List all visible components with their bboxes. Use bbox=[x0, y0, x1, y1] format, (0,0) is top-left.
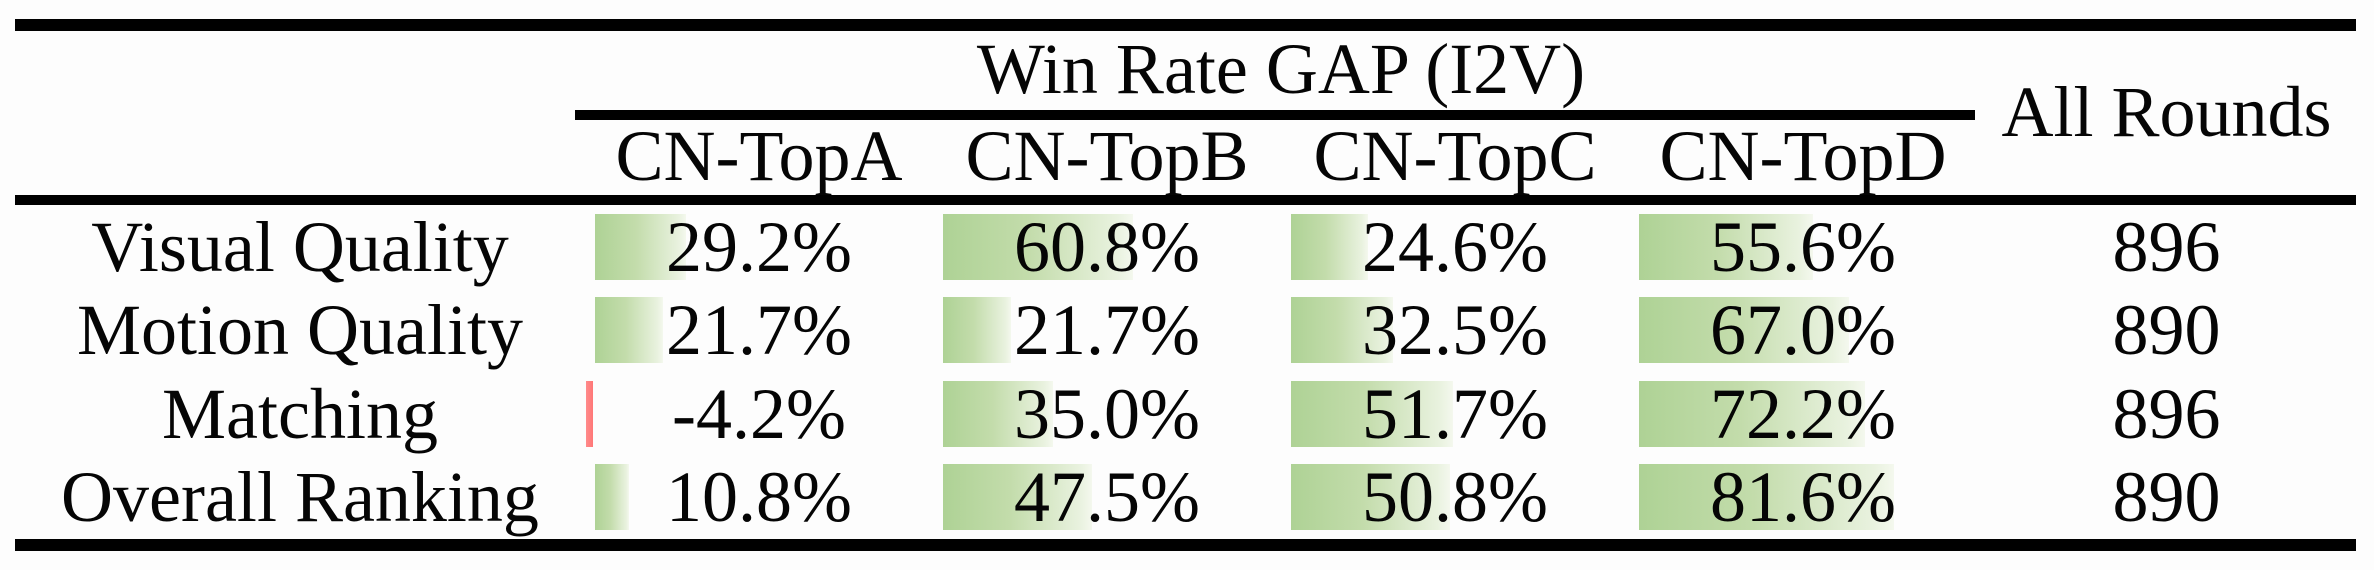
cell-value: 21.7% bbox=[1014, 290, 1200, 371]
column-header-cn-topb: CN-TopB bbox=[965, 116, 1249, 196]
table-cell: 67.0% bbox=[1629, 289, 1977, 373]
table-cell: 72.2% bbox=[1629, 372, 1977, 456]
cell-value: 81.6% bbox=[1710, 457, 1896, 538]
table-cell: 10.8% bbox=[585, 456, 933, 540]
table-cell: 60.8% bbox=[933, 205, 1281, 289]
table-title: Win Rate GAP (I2V) bbox=[976, 29, 1586, 109]
cell-value: 51.7% bbox=[1362, 373, 1548, 454]
row-label: Motion Quality bbox=[77, 290, 523, 371]
table-cell: 50.8% bbox=[1281, 456, 1629, 540]
table-mid-rule bbox=[15, 195, 2356, 205]
table-row-matching: Matching -4.2% 35.0% 51.7% 72.2% 896 bbox=[15, 372, 2356, 456]
table-cell: 35.0% bbox=[933, 372, 1281, 456]
column-header-cn-topc: CN-TopC bbox=[1313, 116, 1597, 196]
table-cell: 21.7% bbox=[933, 289, 1281, 373]
table-row-motion-quality: Motion Quality 21.7% 21.7% 32.5% 67.0% 8… bbox=[15, 289, 2356, 373]
all-rounds-value: 896 bbox=[2112, 206, 2221, 287]
cell-value: 32.5% bbox=[1362, 290, 1548, 371]
all-rounds-value: 890 bbox=[2112, 457, 2221, 538]
column-header-all-rounds: All Rounds bbox=[2001, 72, 2332, 152]
cell-value: 50.8% bbox=[1362, 457, 1548, 538]
cell-value: 72.2% bbox=[1710, 373, 1896, 454]
cell-value: 67.0% bbox=[1710, 290, 1896, 371]
table-cell: -4.2% bbox=[585, 372, 933, 456]
table-body: Visual Quality 29.2% 60.8% 24.6% 55.6% 8… bbox=[15, 205, 2356, 539]
win-rate-databar bbox=[943, 297, 1011, 364]
table-cell: 81.6% bbox=[1629, 456, 1977, 540]
row-label: Overall Ranking bbox=[61, 457, 539, 538]
table-cell: 47.5% bbox=[933, 456, 1281, 540]
win-rate-databar bbox=[595, 464, 629, 531]
cell-value: 10.8% bbox=[666, 457, 852, 538]
win-rate-databar bbox=[1291, 213, 1368, 280]
table-cell: 55.6% bbox=[1629, 205, 1977, 289]
table-cell: 51.7% bbox=[1281, 372, 1629, 456]
table-bottom-rule bbox=[15, 539, 2356, 551]
table-cmid-rule bbox=[575, 110, 1975, 120]
cell-value: 55.6% bbox=[1710, 206, 1896, 287]
column-header-cn-topa: CN-TopA bbox=[615, 116, 903, 196]
cell-value: 21.7% bbox=[666, 290, 852, 371]
table-cell: 29.2% bbox=[585, 205, 933, 289]
row-label: Matching bbox=[162, 373, 438, 454]
win-rate-databar-negative bbox=[586, 380, 593, 447]
cell-value: 24.6% bbox=[1362, 206, 1548, 287]
row-label: Visual Quality bbox=[91, 206, 509, 287]
cell-value: 60.8% bbox=[1014, 206, 1200, 287]
table-cell: 24.6% bbox=[1281, 205, 1629, 289]
win-rate-databar bbox=[595, 297, 663, 364]
cell-value: 29.2% bbox=[666, 206, 852, 287]
table-row-visual-quality: Visual Quality 29.2% 60.8% 24.6% 55.6% 8… bbox=[15, 205, 2356, 289]
cell-value: -4.2% bbox=[672, 373, 846, 454]
table-top-rule bbox=[15, 19, 2356, 31]
table-cell: 32.5% bbox=[1281, 289, 1629, 373]
cell-value: 47.5% bbox=[1014, 457, 1200, 538]
column-header-cn-topd: CN-TopD bbox=[1659, 116, 1947, 196]
table-row-overall-ranking: Overall Ranking 10.8% 47.5% 50.8% 81.6% … bbox=[15, 456, 2356, 540]
all-rounds-value: 896 bbox=[2112, 373, 2221, 454]
all-rounds-value: 890 bbox=[2112, 290, 2221, 371]
table-cell: 21.7% bbox=[585, 289, 933, 373]
cell-value: 35.0% bbox=[1014, 373, 1200, 454]
